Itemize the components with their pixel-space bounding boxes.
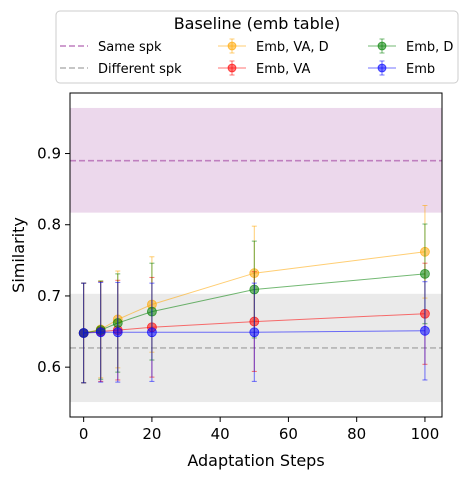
legend-label: Emb (406, 62, 435, 77)
legend-label: Same spk (98, 40, 162, 55)
x-tick-label: 40 (211, 425, 230, 443)
data-point (147, 327, 157, 338)
legend-label: Emb, VA, D (256, 40, 329, 55)
plot-frame (69, 92, 443, 418)
data-point (420, 268, 430, 279)
legend-items: Same spk Emb, VA, D Emb, D Different spk Emb… (60, 38, 453, 77)
legend-item-emb-d: Emb, D (368, 38, 453, 55)
legend-swatch-marker (377, 63, 387, 73)
legend-label: Emb, D (406, 40, 453, 55)
legend-label: Different spk (98, 62, 182, 77)
y-tick-label: 0.9 (37, 145, 61, 163)
legend-item-emb-va-d: Emb, VA, D (218, 38, 329, 55)
data-point (112, 327, 123, 338)
plot-area (70, 107, 442, 403)
x-axis-label: Adaptation Steps (187, 451, 324, 470)
plot-content (70, 107, 442, 403)
x-tick-label: 60 (279, 425, 298, 443)
legend-frame (55, 10, 459, 84)
legend-label: Emb, VA (256, 62, 310, 77)
legend-swatch-marker (227, 41, 237, 51)
data-point (78, 328, 89, 338)
legend-item-emb: Emb (368, 60, 435, 77)
x-tick-label: 100 (411, 425, 440, 443)
x-tick-label: 80 (347, 425, 366, 443)
axes: 0 20 40 60 80 100 0.6 0.7 0.8 0.9 (37, 145, 439, 443)
data-point (249, 327, 260, 338)
x-tick-label: 20 (142, 425, 161, 443)
legend-item-different-spk: Different spk (60, 62, 182, 77)
y-axis-label: Similarity (9, 217, 28, 293)
legend-swatch-marker (227, 63, 237, 73)
legend-swatch-marker (377, 41, 387, 51)
data-point (95, 327, 106, 338)
x-tick-label: 0 (79, 425, 89, 443)
legend: Baseline (emb table) Same spk Emb, VA, D E… (55, 10, 459, 84)
legend-title: Baseline (emb table) (174, 14, 341, 33)
legend-item-emb-va: Emb, VA (218, 60, 310, 77)
y-tick-label: 0.8 (37, 216, 61, 234)
data-point (420, 325, 430, 336)
series-emb (78, 281, 430, 384)
legend-item-same-spk: Same spk (60, 40, 162, 55)
y-tick-label: 0.6 (37, 358, 61, 376)
y-tick-label: 0.7 (37, 287, 61, 305)
